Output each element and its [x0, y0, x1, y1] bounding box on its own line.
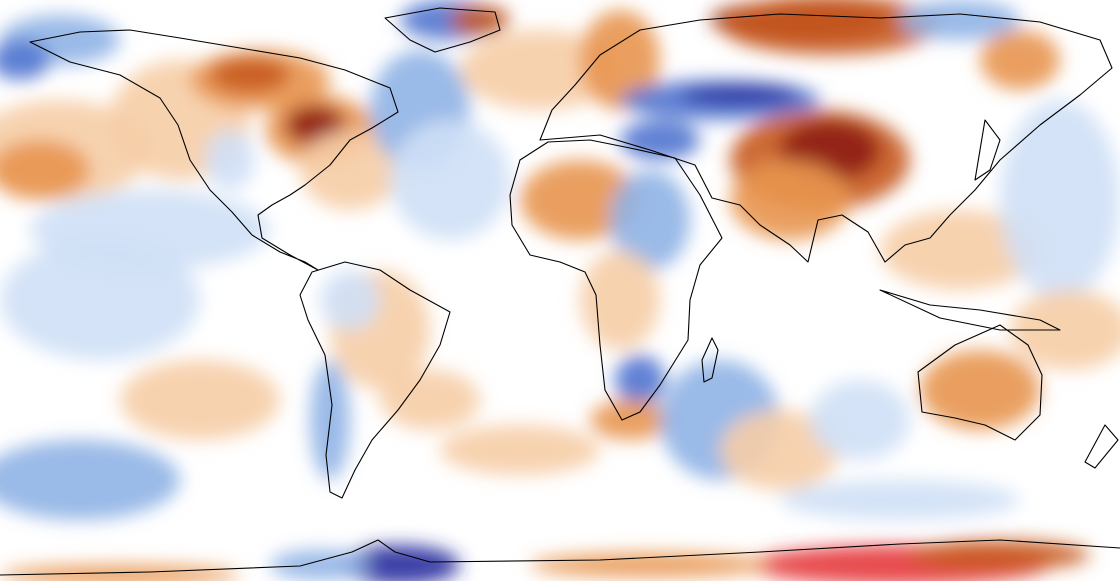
anomaly-patch-warm-strong — [720, 0, 940, 55]
anomaly-patch-warm-mid — [0, 140, 90, 200]
anomaly-patch-cold-light — [390, 120, 510, 240]
anomaly-patch-cold-extreme — [680, 85, 800, 105]
anomaly-patch-warm-light — [300, 130, 400, 210]
antarctica-outline — [0, 539, 1120, 576]
anomaly-patch-warm-light — [580, 250, 660, 350]
anomaly-patch-cold-light — [205, 130, 255, 190]
eurasia-outline — [539, 13, 1113, 263]
africa-outline — [509, 139, 723, 421]
anomaly-patch-warm-light — [720, 410, 840, 490]
anomaly-patch-warm-strong — [210, 57, 290, 93]
anomaly-patch-cold-light — [1000, 100, 1120, 300]
anomaly-patch-warm-light — [120, 360, 280, 440]
anomaly-patch-warm-mid — [730, 160, 850, 240]
anomaly-patch-cold-strong — [620, 120, 700, 160]
anomaly-patch-cold-mid — [270, 550, 370, 580]
anomaly-patch-cold-strong — [0, 40, 50, 80]
anomaly-patch-warm-mid — [590, 400, 670, 440]
anomaly-patch-warm-light — [380, 370, 480, 430]
anomaly-patch-warm-strong — [910, 540, 1090, 570]
north-america-outline — [29, 29, 399, 271]
anomaly-patch-cold-light — [810, 380, 910, 460]
japan-outline — [974, 119, 1001, 181]
anomaly-patch-cold-light — [320, 270, 380, 330]
anomaly-patch-warm-mid — [530, 553, 770, 577]
anomaly-patch-cold-extreme — [340, 545, 460, 581]
south-america-outline — [299, 261, 451, 499]
coastlines — [0, 7, 1120, 576]
new-zealand-outline — [1084, 424, 1119, 469]
anomaly-patch-cold-mid — [0, 440, 180, 520]
greenland-outline — [384, 7, 501, 53]
anomaly-patch-warm-light — [880, 210, 1040, 290]
anomaly-patch-cold-mid — [610, 170, 690, 270]
anomaly-patch-cold-light — [0, 240, 200, 360]
anomaly-patch-warm-mid — [920, 350, 1040, 430]
indonesia-outline — [879, 289, 1061, 331]
anomaly-patch-cold-light — [780, 480, 1020, 520]
madagascar-outline — [701, 337, 719, 383]
anomaly-patch-warm-mid — [580, 10, 660, 110]
anomaly-patch-cold-strong — [615, 355, 665, 405]
anomaly-patch-warm-light — [440, 425, 600, 475]
anomaly-patch-cold-mid — [900, 0, 1020, 40]
australia-outline — [917, 324, 1043, 441]
anomaly-patch-warm-mid — [980, 30, 1060, 90]
anomaly-patch-warm-light — [1010, 290, 1120, 370]
anomaly-patch-warm-light — [460, 30, 620, 110]
